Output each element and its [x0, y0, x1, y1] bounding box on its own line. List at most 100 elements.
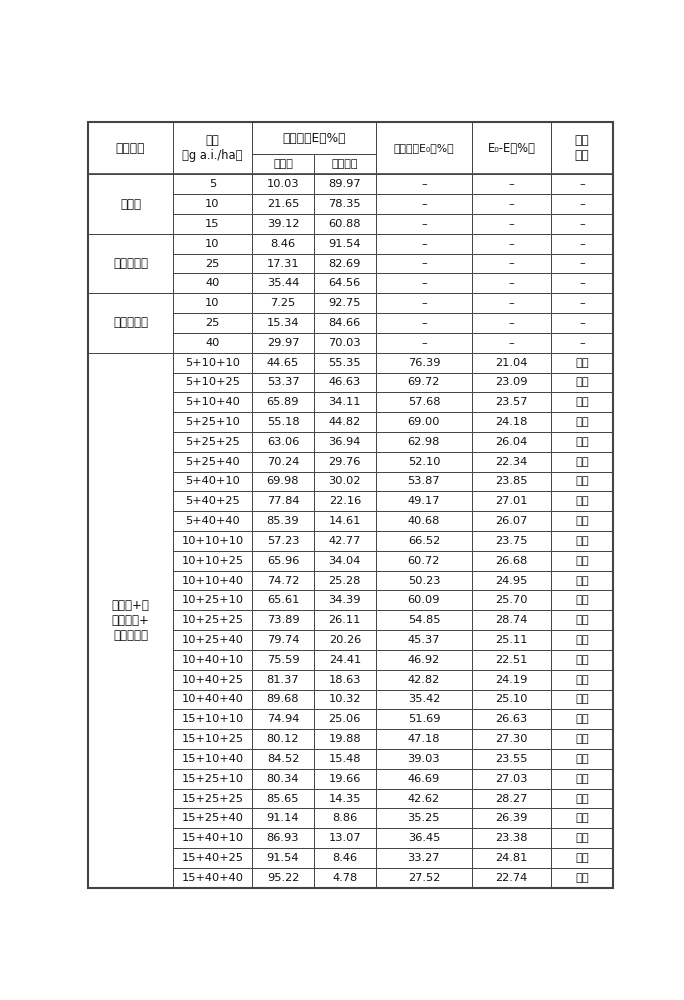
- Bar: [376, 808, 472, 828]
- Bar: [376, 571, 472, 590]
- Bar: [314, 650, 376, 670]
- Bar: [252, 590, 314, 610]
- Bar: [252, 273, 314, 293]
- Text: 10+40+25: 10+40+25: [181, 675, 244, 685]
- Text: 35.42: 35.42: [408, 694, 440, 704]
- Text: 95.22: 95.22: [267, 873, 299, 883]
- Text: 嘧草醚: 嘧草醚: [120, 198, 141, 211]
- Bar: [551, 670, 613, 690]
- Bar: [551, 789, 613, 808]
- Text: 23.55: 23.55: [495, 754, 528, 764]
- Text: 78.35: 78.35: [328, 199, 361, 209]
- Bar: [173, 254, 252, 273]
- Bar: [551, 373, 613, 392]
- Text: 70.24: 70.24: [267, 457, 299, 467]
- Text: 27.30: 27.30: [495, 734, 528, 744]
- Text: 46.69: 46.69: [408, 774, 440, 784]
- Text: 14.35: 14.35: [328, 794, 361, 804]
- Text: 27.01: 27.01: [495, 496, 528, 506]
- Text: 10+10+25: 10+10+25: [181, 556, 244, 566]
- Bar: [173, 630, 252, 650]
- Bar: [173, 234, 252, 254]
- Text: –: –: [579, 338, 585, 348]
- Text: 91.54: 91.54: [328, 239, 361, 249]
- Text: 79.74: 79.74: [267, 635, 299, 645]
- Text: 22.16: 22.16: [329, 496, 361, 506]
- Bar: [314, 491, 376, 511]
- Bar: [252, 571, 314, 590]
- Text: 89.68: 89.68: [267, 694, 299, 704]
- Bar: [173, 122, 252, 174]
- Bar: [551, 432, 613, 452]
- Text: 84.52: 84.52: [267, 754, 299, 764]
- Text: 75.59: 75.59: [267, 655, 300, 665]
- Text: 21.65: 21.65: [267, 199, 299, 209]
- Bar: [376, 273, 472, 293]
- Bar: [551, 472, 613, 491]
- Bar: [252, 769, 314, 789]
- Text: 10+25+10: 10+25+10: [181, 595, 244, 605]
- Text: 35.44: 35.44: [267, 278, 299, 288]
- Text: 24.41: 24.41: [329, 655, 361, 665]
- Text: 42.82: 42.82: [408, 675, 440, 685]
- Text: 26.11: 26.11: [328, 615, 361, 625]
- Text: 34.11: 34.11: [328, 397, 361, 407]
- Bar: [376, 828, 472, 848]
- Text: 增效: 增效: [575, 437, 589, 447]
- Text: 85.65: 85.65: [267, 794, 299, 804]
- Text: 60.72: 60.72: [408, 556, 440, 566]
- Text: –: –: [579, 259, 585, 269]
- Text: 10+40+10: 10+40+10: [181, 655, 244, 665]
- Bar: [173, 273, 252, 293]
- Text: –: –: [421, 298, 427, 308]
- Bar: [472, 789, 551, 808]
- Bar: [314, 194, 376, 214]
- Bar: [173, 432, 252, 452]
- Text: 增效: 增效: [575, 516, 589, 526]
- Text: 21.04: 21.04: [495, 358, 528, 368]
- Text: 34.04: 34.04: [328, 556, 361, 566]
- Text: 15+10+25: 15+10+25: [181, 734, 244, 744]
- Bar: [472, 122, 551, 174]
- Bar: [551, 273, 613, 293]
- Bar: [252, 333, 314, 353]
- Text: –: –: [509, 259, 514, 269]
- Bar: [252, 729, 314, 749]
- Bar: [88, 174, 173, 234]
- Text: 实测防效E（%）: 实测防效E（%）: [282, 132, 345, 145]
- Text: 26.63: 26.63: [495, 714, 527, 724]
- Bar: [472, 690, 551, 709]
- Text: 22.51: 22.51: [495, 655, 528, 665]
- Text: 62.98: 62.98: [408, 437, 440, 447]
- Text: –: –: [579, 219, 585, 229]
- Text: 增效: 增效: [575, 595, 589, 605]
- Text: 25: 25: [205, 318, 220, 328]
- Bar: [173, 452, 252, 472]
- Text: –: –: [579, 318, 585, 328]
- Text: 24.19: 24.19: [495, 675, 528, 685]
- Bar: [376, 412, 472, 432]
- Bar: [376, 670, 472, 690]
- Bar: [252, 610, 314, 630]
- Bar: [376, 848, 472, 868]
- Bar: [472, 412, 551, 432]
- Text: 增效: 增效: [575, 675, 589, 685]
- Text: 5+10+10: 5+10+10: [185, 358, 240, 368]
- Text: 26.68: 26.68: [495, 556, 527, 566]
- Bar: [252, 630, 314, 650]
- Bar: [252, 432, 314, 452]
- Text: 23.38: 23.38: [495, 833, 528, 843]
- Bar: [472, 590, 551, 610]
- Bar: [314, 174, 376, 194]
- Bar: [376, 432, 472, 452]
- Text: 24.95: 24.95: [495, 576, 528, 586]
- Text: 25.06: 25.06: [328, 714, 361, 724]
- Bar: [173, 670, 252, 690]
- Bar: [173, 313, 252, 333]
- Text: 抑制率: 抑制率: [273, 159, 293, 169]
- Bar: [472, 630, 551, 650]
- Bar: [472, 709, 551, 729]
- Bar: [88, 122, 173, 174]
- Bar: [314, 808, 376, 828]
- Text: 25: 25: [205, 259, 220, 269]
